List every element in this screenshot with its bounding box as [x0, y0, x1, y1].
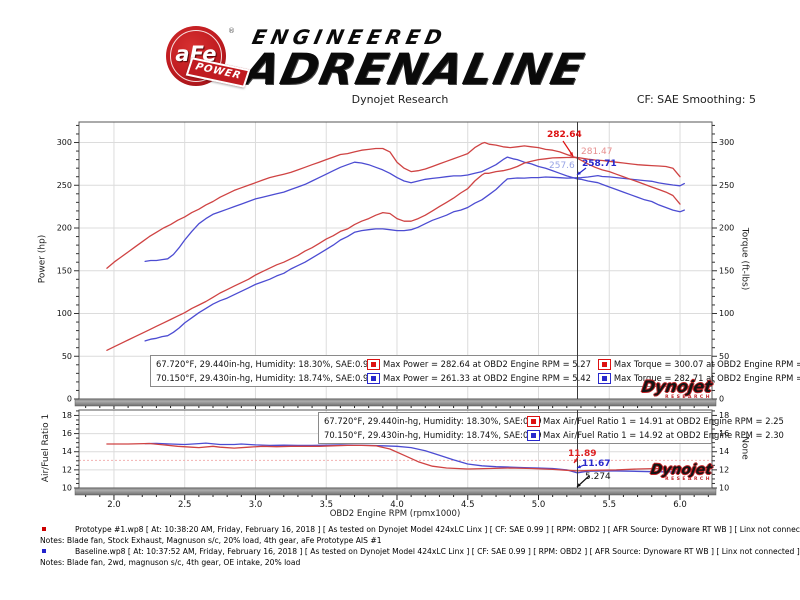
cursor-line[interactable]	[577, 410, 579, 488]
torque-axis-title: Torque (ft-lbs)	[739, 227, 750, 291]
series-swatch	[527, 429, 540, 441]
legend-row: 67.720°F, 29.440in-hg, Humidity: 18.30%,…	[153, 357, 800, 371]
smoothing-setting: CF: SAE Smoothing: 5	[636, 93, 756, 106]
max-torque-label: Max Torque = 300.07 at OBD2 Engine RPM =…	[613, 359, 800, 369]
y-tick-label: 0	[67, 395, 72, 404]
series-line	[144, 174, 685, 342]
max-power-label: Max Power = 282.64 at OBD2 Engine RPM = …	[383, 359, 591, 369]
max-afr-label: Max Air/Fuel Ratio 1 = 14.91 at OBD2 Eng…	[543, 416, 784, 426]
x-tick-label: 6.0	[673, 500, 687, 510]
max-power-label: Max Power = 261.33 at OBD2 Engine RPM = …	[383, 373, 591, 383]
x-tick-label: 2.5	[178, 500, 192, 510]
cursor-line[interactable]	[577, 122, 579, 399]
y-tick-label: 250	[57, 181, 72, 190]
y-tick-label: 150	[57, 266, 72, 275]
series-line	[106, 141, 681, 269]
dynojet-watermark: Dynojet RESEARCH	[640, 377, 714, 400]
x-tick-label: 4.0	[390, 500, 404, 510]
rpm-axis-title: OBD2 Engine RPM (rpmx1000)	[329, 509, 461, 519]
x-tick-label: 3.0	[249, 500, 263, 510]
run-color-bullet	[42, 527, 46, 531]
legend-row: 67.720°F, 29.440in-hg, Humidity: 18.30%,…	[321, 414, 784, 428]
cursor-value-label: 257.6	[549, 161, 575, 171]
y-tick-label: 10	[62, 484, 72, 493]
y-tick-label: 100	[719, 309, 734, 318]
cursor-value-label: 11.67	[582, 459, 611, 469]
environment-conditions: 70.150°F, 29.430in-hg, Humidity: 18.74%,…	[324, 430, 542, 440]
run-file-info: Baseline.wp8 [ At: 10:37:52 AM, Friday, …	[0, 546, 800, 557]
cursor-value-label: 282.64	[547, 130, 582, 140]
series-line	[106, 156, 681, 351]
series-line	[144, 156, 685, 263]
y-tick-label: 100	[57, 309, 72, 318]
y-tick-label: 14	[62, 447, 72, 456]
y-tick-label: 10	[719, 484, 729, 493]
power-torque-plot: 0 0 50 50 100 100 150 150 200 200 250 250 300 300	[57, 121, 734, 409]
run-notes: Notes: Blade fan, 2wd, magnuson s/c, 4th…	[40, 558, 301, 567]
environment-conditions: 67.720°F, 29.440in-hg, Humidity: 18.30%,…	[156, 359, 374, 369]
run-notes: Notes: Blade fan, Stock Exhaust, Magnuso…	[40, 536, 382, 545]
y-tick-label: 12	[62, 465, 72, 474]
cursor-value-label: 281.47	[581, 147, 613, 157]
cursor-value-label: 11.89	[568, 449, 597, 459]
y-tick-label: 18	[62, 411, 72, 420]
x-tick-label: 3.5	[319, 500, 333, 510]
x-tick-label: 5.0	[532, 500, 546, 510]
series-swatch	[367, 358, 380, 370]
brand-adrenaline: ADRENALINE	[239, 45, 589, 95]
run-file-info: Prototype #1.wp8 [ At: 10:38:20 AM, Frid…	[0, 524, 800, 535]
series-line	[106, 442, 681, 472]
y-tick-label: 300	[57, 138, 72, 147]
max-torque-label: Max Torque = 282.71 at OBD2 Engine RPM =…	[613, 373, 800, 383]
dynojet-watermark: Dynojet RESEARCH	[649, 462, 714, 482]
cursor-value-label: 258.71	[582, 159, 617, 169]
series-line	[144, 442, 681, 474]
registered-mark: ®	[228, 27, 235, 35]
power-torque-legend: 67.720°F, 29.440in-hg, Humidity: 18.30%,…	[150, 355, 800, 387]
y-tick-label: 12	[719, 465, 729, 474]
afr-legend: 67.720°F, 29.440in-hg, Humidity: 18.30%,…	[318, 412, 784, 444]
y-tick-label: 150	[719, 266, 734, 275]
x-tick-label: 5.5	[602, 500, 616, 510]
afr-axis-title: Air/Fuel Ratio 1	[41, 413, 52, 483]
y-tick-label: 16	[719, 429, 729, 438]
power-axis-title: Power (hp)	[37, 234, 48, 284]
legend-row: 70.150°F, 29.430in-hg, Humidity: 18.74%,…	[153, 371, 800, 385]
run-color-bullet	[42, 549, 46, 553]
y-tick-label: 0	[719, 395, 724, 404]
environment-conditions: 67.720°F, 29.440in-hg, Humidity: 18.30%,…	[324, 416, 542, 426]
y-tick-label: 300	[719, 138, 734, 147]
run-info-footer: Prototype #1.wp8 [ At: 10:38:20 AM, Frid…	[0, 524, 800, 568]
series-swatch	[367, 372, 380, 384]
max-afr-label: Max Air/Fuel Ratio 1 = 14.92 at OBD2 Eng…	[543, 430, 784, 440]
brand-lockup: ENGINEERED ADRENALINE	[239, 25, 588, 95]
series-swatch	[597, 372, 611, 384]
series-swatch	[527, 415, 540, 427]
cursor-value-label: 5.274	[585, 472, 611, 482]
y-tick-label: 200	[57, 224, 72, 233]
dynojet-research-title: Dynojet Research	[351, 93, 449, 106]
y-tick-label: 16	[62, 429, 72, 438]
environment-conditions: 70.150°F, 29.430in-hg, Humidity: 18.74%,…	[156, 373, 374, 383]
y-tick-label: 14	[719, 447, 729, 456]
y-tick-label: 50	[62, 352, 72, 361]
legend-row: 70.150°F, 29.430in-hg, Humidity: 18.74%,…	[321, 428, 784, 442]
y-tick-label: 50	[719, 352, 729, 361]
series-swatch	[597, 358, 611, 370]
y-tick-label: 250	[719, 181, 734, 190]
y-tick-label: 200	[719, 224, 734, 233]
x-tick-label: 4.5	[461, 500, 475, 510]
x-tick-label: 2.0	[107, 500, 121, 510]
y-tick-label: 18	[719, 411, 729, 420]
